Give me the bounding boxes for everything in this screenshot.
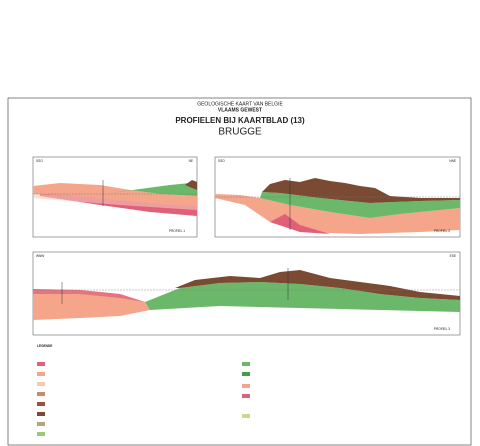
legend-swatch [37,422,45,426]
legend-swatch [242,414,250,418]
layer [145,282,460,312]
layer [33,194,197,210]
orientation: NNE [449,159,456,163]
legend-swatch [37,432,45,436]
layer [262,178,460,203]
layer [33,183,197,206]
sheet-subtitle: BRUGGE [218,127,262,138]
layer [185,180,197,190]
orientation: SSO [36,159,43,163]
legend: LEGENDE [37,344,250,436]
legend-swatch [242,384,250,388]
legend-swatch [242,394,250,398]
layer [110,183,197,196]
legend-swatch [37,372,45,376]
profile-name: PROFIEL 3 [434,327,450,331]
legend-swatch [37,392,45,396]
profile-name: PROFIEL 2 [434,229,450,233]
header-line: VLAAMS GEWEST [218,107,262,113]
legend-swatch [37,382,45,386]
profile-name: PROFIEL 1 [169,229,185,233]
profile-1: SSO NE PROFIEL 1 [32,156,198,238]
legend-swatch [242,372,250,376]
layer [33,289,145,302]
legend-swatch [242,362,250,366]
orientation: SSO [218,159,225,163]
orientation: ESE [450,254,456,258]
orientation: WNW [36,254,44,258]
sheet-border [7,97,472,446]
sheet-title: PROFIELEN BIJ KAARTBLAD (13) [175,116,305,125]
profile-2: SSO NNE PROFIEL 2 [214,156,461,238]
header-line: GEOLOGISCHE KAART VAN BELGIE [197,101,283,107]
profile-3: WNW ESE PROFIEL 3 [32,251,461,336]
layer [175,270,460,300]
legend-swatch [37,412,45,416]
layer [260,192,460,218]
legend-swatch [37,402,45,406]
legend-title: LEGENDE [37,344,52,348]
orientation: NE [189,159,193,163]
legend-swatch [37,362,45,366]
layer [270,214,330,234]
